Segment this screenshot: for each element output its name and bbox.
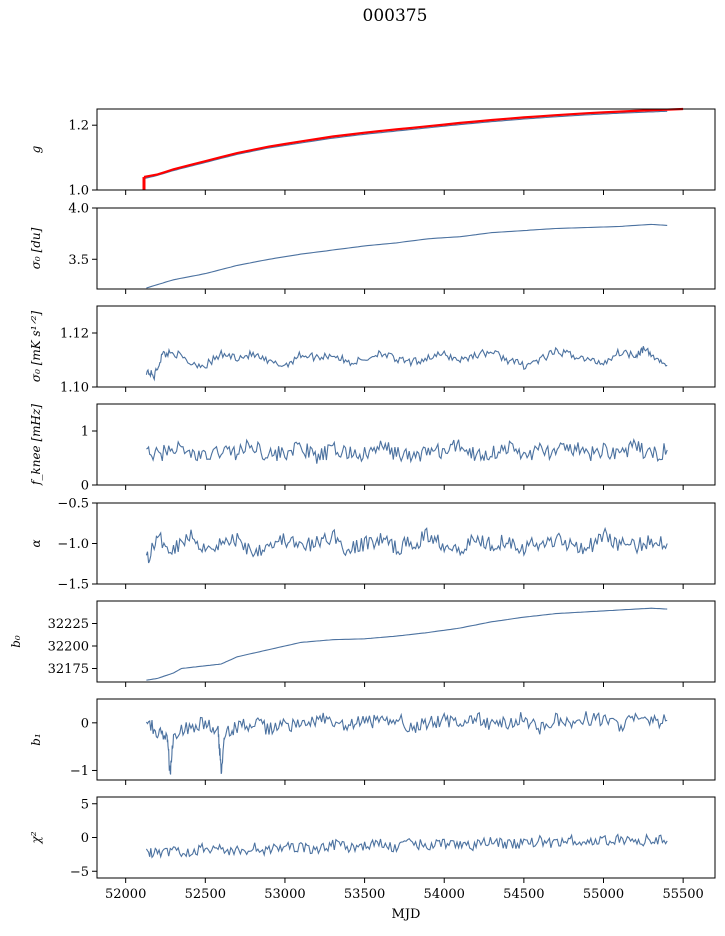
- y-tick-label: 32225: [48, 617, 89, 632]
- y-tick-label: 1: [81, 425, 89, 440]
- fit-line: [143, 107, 684, 179]
- y-axis-label: b₀: [9, 635, 23, 648]
- y-axis-label: χ²: [29, 831, 43, 844]
- series-line: [145, 526, 668, 564]
- series-line: [145, 832, 668, 859]
- axes-frame: [96, 600, 716, 683]
- y-tick-label: −1.0: [57, 537, 89, 552]
- y-tick-label: 4.0: [68, 202, 89, 217]
- y-tick-label: −1.5: [57, 578, 89, 593]
- axes-frame: [96, 403, 716, 486]
- y-axis-label: σ₀ [mK s¹ᐟ²]: [29, 311, 43, 383]
- y-tick-label: −1: [70, 764, 89, 779]
- y-tick-label: 32200: [48, 640, 89, 655]
- y-axis-label: b₁: [29, 733, 43, 746]
- series-line: [145, 711, 668, 775]
- x-tick-label: 54500: [503, 887, 544, 902]
- series-line: [146, 223, 668, 289]
- panel-7: −1 0 b₁: [29, 698, 716, 785]
- x-tick-label: 53000: [264, 887, 305, 902]
- axes-frame: [96, 305, 716, 388]
- y-tick-label: 0: [81, 831, 89, 846]
- axes-frame: [96, 698, 716, 781]
- series-line: [143, 110, 668, 180]
- panel-5: −1.5 −1.0 −0.5 α: [29, 497, 716, 593]
- axes-frame: [96, 108, 716, 191]
- y-tick-label: 1.10: [60, 381, 89, 396]
- panel-1: 1.0 1.2 g: [29, 107, 716, 199]
- x-tick-label: 55000: [583, 887, 624, 902]
- panel-2: 3.5 4.0 σ₀ [du]: [29, 202, 716, 294]
- y-tick-label: 5: [81, 797, 89, 812]
- y-tick-label: −5: [70, 865, 89, 880]
- figure-title: 000375: [362, 6, 428, 26]
- y-axis-label: g: [29, 145, 43, 153]
- y-tick-label: 32175: [48, 662, 89, 677]
- y-tick-label: 0: [81, 716, 89, 731]
- panel-3: 1.10 1.12 σ₀ [mK s¹ᐟ²]: [29, 305, 716, 396]
- x-tick-label: 52000: [105, 887, 146, 902]
- x-tick-label: 52500: [185, 887, 226, 902]
- y-tick-label: −0.5: [57, 497, 89, 512]
- y-tick-label: 1.0: [68, 184, 89, 199]
- x-tick-label: 55500: [662, 887, 703, 902]
- panel-4: 0 1 f_knee [mHz]: [29, 403, 716, 494]
- y-tick-label: 0: [81, 479, 89, 494]
- y-axis-label: σ₀ [du]: [29, 227, 43, 269]
- y-tick-label: 1.2: [68, 119, 89, 134]
- series-line: [146, 607, 668, 681]
- series-line: [145, 346, 668, 382]
- x-tick-label: 54000: [424, 887, 465, 902]
- y-tick-label: 3.5: [68, 253, 89, 268]
- axes-frame: [96, 207, 716, 290]
- panel-6: 32175 32200 32225 b₀: [9, 600, 716, 687]
- x-tick-label: 53500: [344, 887, 385, 902]
- y-axis-label: α: [29, 539, 43, 547]
- x-axis-label: MJD: [392, 907, 421, 922]
- series-line: [146, 437, 668, 464]
- y-tick-label: 1.12: [60, 327, 89, 342]
- panel-8: −5 0 5 χ²: [29, 796, 716, 883]
- y-axis-label: f_knee [mHz]: [29, 404, 43, 486]
